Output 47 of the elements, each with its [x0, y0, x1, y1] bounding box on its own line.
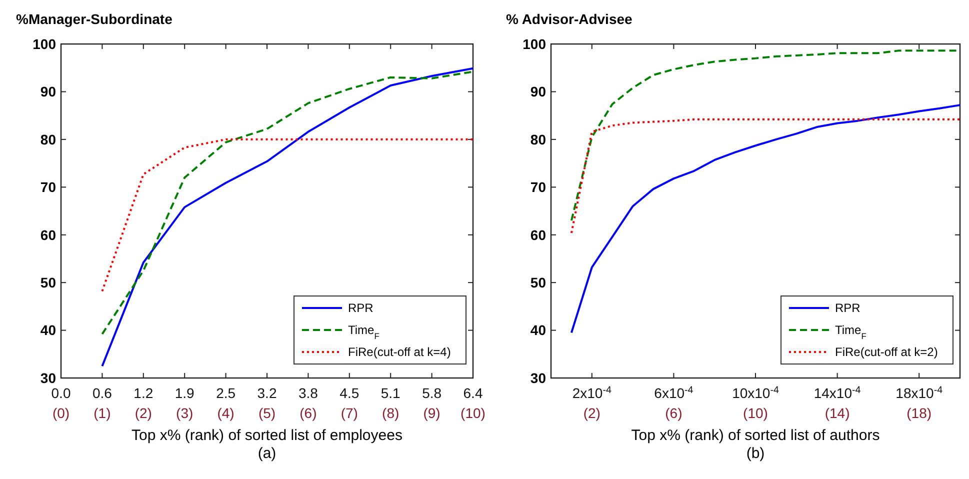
y-tick-label: 80 — [40, 131, 56, 148]
y-tick-label: 100 — [522, 36, 546, 52]
x-tick-label: 14x10$^{-4}$ (14) — [814, 384, 862, 421]
x-tick-label: 10x10$^{-4}$ (10) — [732, 384, 780, 421]
x-tick-label: 2x10$^{-4}$ (2) — [572, 384, 612, 421]
legend-label: RPR — [348, 301, 374, 316]
legend-label: Time$_{F}$ — [348, 323, 380, 342]
x-tick-label: 4.5 (7) — [340, 385, 360, 421]
legend-label: FiRe(cut-off at k=2) — [835, 345, 938, 360]
y-tick-label: 50 — [40, 274, 56, 290]
chart-title: %Manager-Subordinate — [16, 11, 173, 27]
text: (b) — [746, 445, 765, 462]
x-tick-label: 5.1 (8) — [380, 385, 401, 421]
legend-label: Time$_{F}$ — [835, 323, 866, 342]
y-tick-label: 30 — [40, 370, 56, 386]
y-tick-label: 80 — [530, 131, 546, 148]
y-tick-label: 60 — [530, 226, 546, 243]
y-tick-label: 50 — [530, 274, 546, 290]
x-axis-title: Top x% (rank) of sorted list of authors — [631, 427, 880, 444]
x-tick-label: 1.2 (2) — [134, 385, 154, 421]
y-tick-label: 60 — [40, 226, 56, 243]
y-tick-label: 30 — [530, 370, 546, 386]
x-axis-title: Top x% (rank) of sorted list of employees — [132, 427, 402, 444]
legend-label: RPR — [835, 301, 861, 316]
x-tick-label: 6x10$^{-4}$ (6) — [654, 384, 694, 421]
text: (a) — [258, 445, 276, 462]
x-tick-label: 2.5 (4) — [216, 385, 236, 421]
x-tick-label: 1.9 (3) — [174, 385, 195, 421]
x-tick-label: 3.8 (6) — [298, 385, 318, 421]
y-tick-label: 40 — [40, 322, 56, 338]
x-tick-label: 6.4 (10) — [460, 385, 486, 421]
chart-title: % Advisor-Advisee — [506, 11, 633, 27]
line-series — [570, 104, 961, 334]
y-tick-label: 70 — [530, 179, 546, 196]
y-tick-label: 90 — [40, 84, 56, 100]
line-series — [570, 118, 961, 234]
y-tick-label: 40 — [530, 322, 546, 338]
y-tick-label: 70 — [40, 179, 56, 196]
y-tick-label: 100 — [32, 36, 56, 52]
y-tick-label: 90 — [530, 84, 546, 100]
legend-label: FiRe(cut-off at k=4) — [348, 345, 451, 360]
x-tick-label: 5.8 (9) — [422, 385, 442, 421]
line-series — [101, 138, 474, 292]
x-tick-label: 0.6 (1) — [92, 385, 112, 421]
x-tick-label: 0.0 (0) — [51, 385, 71, 421]
x-tick-label: 3.2 (5) — [257, 385, 277, 421]
x-tick-label: 18x10$^{-4}$ (18) — [896, 384, 944, 421]
